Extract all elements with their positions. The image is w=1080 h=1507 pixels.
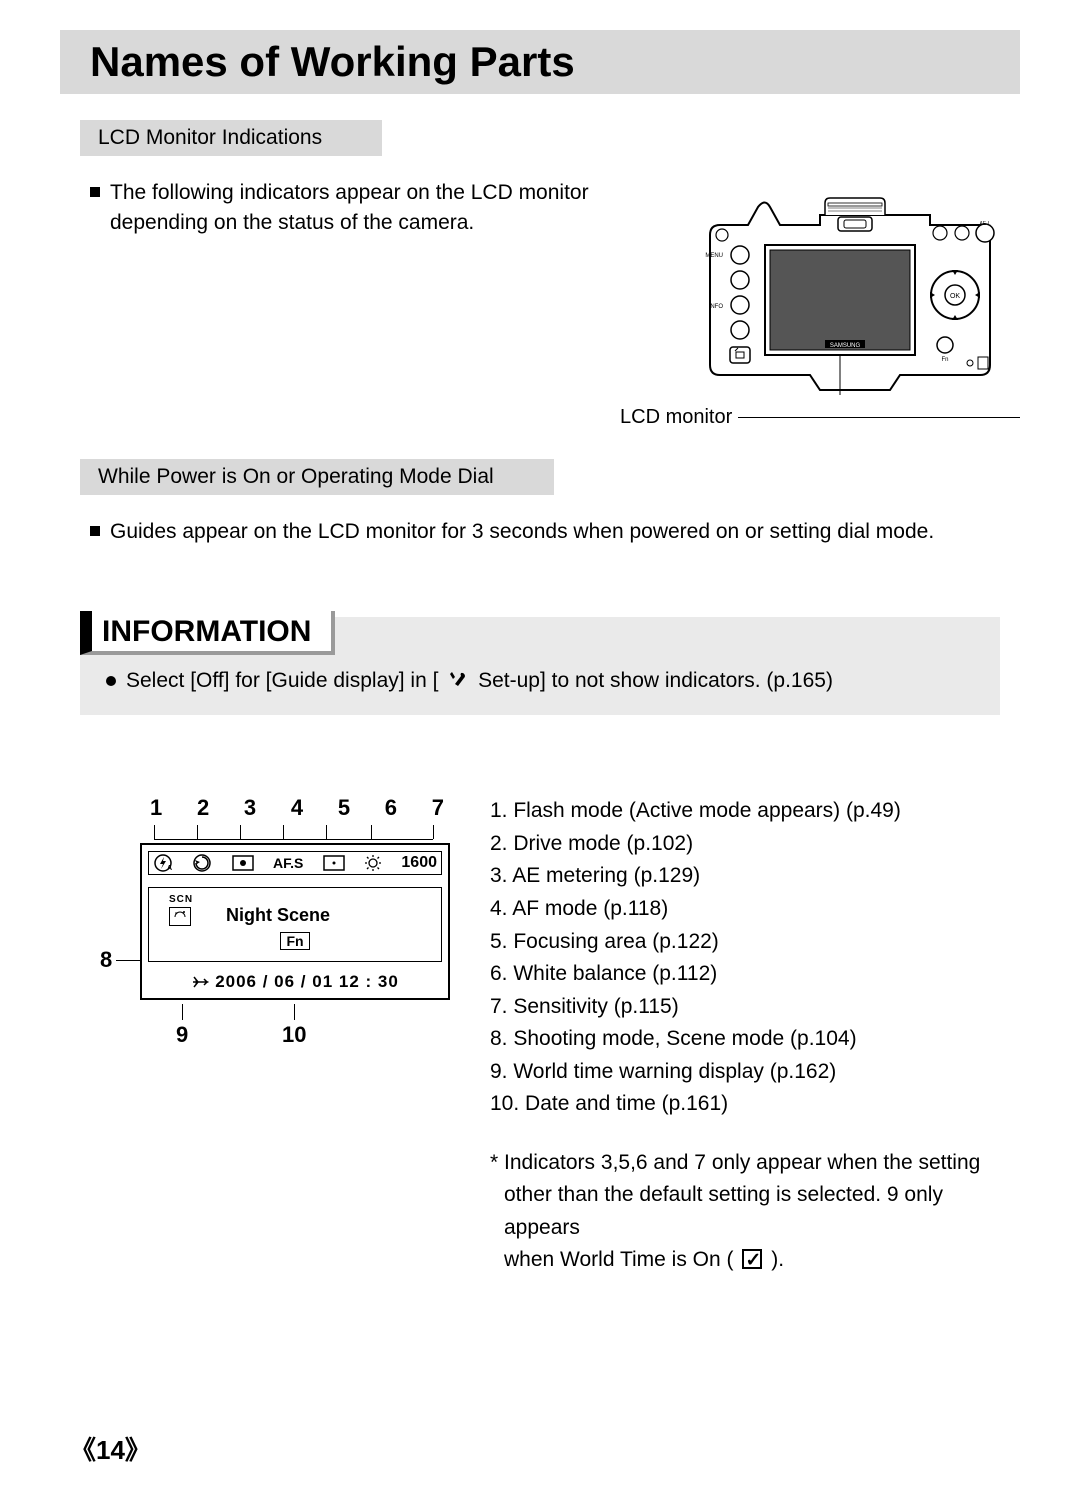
- info-text-before: Select [Off] for [Guide display] in [: [126, 669, 444, 692]
- indicator-item: 5. Focusing area (p.122): [490, 926, 1020, 959]
- metering-icon: [232, 855, 254, 871]
- callout-8: 8: [100, 947, 112, 973]
- page-number: 《14》: [70, 1430, 151, 1467]
- svg-text:Fn: Fn: [941, 357, 948, 363]
- square-bullet-icon: [90, 187, 100, 197]
- drive-mode-icon: [192, 854, 212, 872]
- svg-text:SAMSUNG: SAMSUNG: [830, 343, 861, 349]
- iso-value: 1600: [401, 854, 437, 872]
- page-title-bar: Names of Working Parts: [60, 30, 1020, 94]
- section2-body: Guides appear on the LCD monitor for 3 s…: [90, 517, 990, 547]
- callout-2: 2: [197, 795, 209, 821]
- note-line3-after: ).: [771, 1248, 784, 1271]
- camera-illustration: SAMSUNG MENU INFO OK AE-L Fn LCD monitor: [680, 195, 1020, 429]
- lcd-outer-frame: A AF.S: [140, 843, 450, 1000]
- svg-text:A: A: [167, 865, 172, 872]
- callout-bottom-row: 9 10: [140, 1004, 450, 1054]
- lcd-mid-panel: SCN Night Scene Fn: [148, 887, 442, 962]
- section2-text: Guides appear on the LCD monitor for 3 s…: [110, 517, 934, 547]
- svg-text:INFO: INFO: [709, 304, 724, 310]
- section2-heading: While Power is On or Operating Mode Dial: [80, 459, 554, 495]
- camera-back-icon: SAMSUNG MENU INFO OK AE-L Fn: [680, 195, 1020, 395]
- callout-5: 5: [338, 795, 350, 821]
- lower-section: 1 2 3 4 5 6 7 8: [100, 795, 1020, 1277]
- information-block: INFORMATION Select [Off] for [Guide disp…: [80, 617, 1000, 715]
- lcd-diagram: 1 2 3 4 5 6 7 8: [100, 795, 460, 1277]
- indicator-item: 9. World time warning display (p.162): [490, 1056, 1020, 1089]
- square-bullet-icon: [90, 526, 100, 536]
- note-line2: other than the default setting is select…: [504, 1183, 943, 1239]
- indicator-item: 4. AF mode (p.118): [490, 893, 1020, 926]
- round-bullet-icon: [106, 676, 116, 686]
- fn-label: Fn: [280, 932, 309, 950]
- datetime-text: 2006 / 06 / 01 12 : 30: [215, 972, 399, 992]
- indicator-item: 6. White balance (p.112): [490, 958, 1020, 991]
- white-balance-icon: [364, 854, 382, 872]
- scene-title: Night Scene: [226, 905, 330, 925]
- lcd-top-strip: A AF.S: [148, 851, 442, 875]
- information-body: Select [Off] for [Guide display] in [ Se…: [106, 669, 1000, 693]
- indicator-note: * Indicators 3,5,6 and 7 only appear whe…: [490, 1147, 1020, 1277]
- lcd-label-row: LCD monitor: [620, 406, 1020, 429]
- callout-3: 3: [244, 795, 256, 821]
- airplane-icon: [191, 974, 209, 990]
- indicator-item: 1. Flash mode (Active mode appears) (p.4…: [490, 795, 1020, 828]
- scn-label: SCN: [169, 894, 433, 905]
- svg-text:OK: OK: [950, 293, 960, 300]
- callout-7: 7: [432, 795, 444, 821]
- callout-4: 4: [291, 795, 303, 821]
- lcd-monitor-label: LCD monitor: [620, 406, 732, 429]
- indicator-item: 2. Drive mode (p.102): [490, 828, 1020, 861]
- indicator-item: 7. Sensitivity (p.115): [490, 991, 1020, 1024]
- note-line1: * Indicators 3,5,6 and 7 only appear whe…: [490, 1151, 980, 1174]
- callout-10: 10: [282, 1022, 306, 1048]
- scene-icon: [169, 907, 191, 926]
- indicator-item: 3. AE metering (p.129): [490, 860, 1020, 893]
- indicator-list: 1. Flash mode (Active mode appears) (p.4…: [490, 795, 1020, 1277]
- note-line3-before: when World Time is On (: [504, 1248, 739, 1271]
- focus-area-icon: [323, 855, 345, 871]
- section1-body: The following indicators appear on the L…: [90, 178, 660, 239]
- callout-1: 1: [150, 795, 162, 821]
- indicator-item: 10. Date and time (p.161): [490, 1088, 1020, 1121]
- section1-heading: LCD Monitor Indications: [80, 120, 382, 156]
- callout-9: 9: [176, 1022, 188, 1048]
- lcd-bottom-row: 2006 / 06 / 01 12 : 30: [148, 972, 442, 992]
- indicator-item: 8. Shooting mode, Scene mode (p.104): [490, 1023, 1020, 1056]
- setup-tools-icon: [448, 670, 468, 690]
- page-title: Names of Working Parts: [90, 38, 1020, 86]
- checkbox-icon: [742, 1249, 762, 1269]
- leader-line: [738, 417, 1020, 418]
- tick-row-top: [140, 821, 450, 843]
- callout-top-row: 1 2 3 4 5 6 7: [140, 795, 450, 821]
- svg-text:MENU: MENU: [705, 253, 723, 259]
- info-text-after: Set-up] to not show indicators. (p.165): [478, 669, 833, 692]
- af-mode-text: AF.S: [273, 855, 303, 871]
- flash-mode-icon: A: [153, 854, 173, 872]
- svg-text:AE-L: AE-L: [979, 221, 990, 227]
- section2: While Power is On or Operating Mode Dial…: [60, 459, 1020, 547]
- callout-6: 6: [385, 795, 397, 821]
- callout-left: 8: [100, 947, 142, 973]
- section1-text: The following indicators appear on the L…: [110, 178, 660, 239]
- information-header: INFORMATION: [80, 611, 335, 655]
